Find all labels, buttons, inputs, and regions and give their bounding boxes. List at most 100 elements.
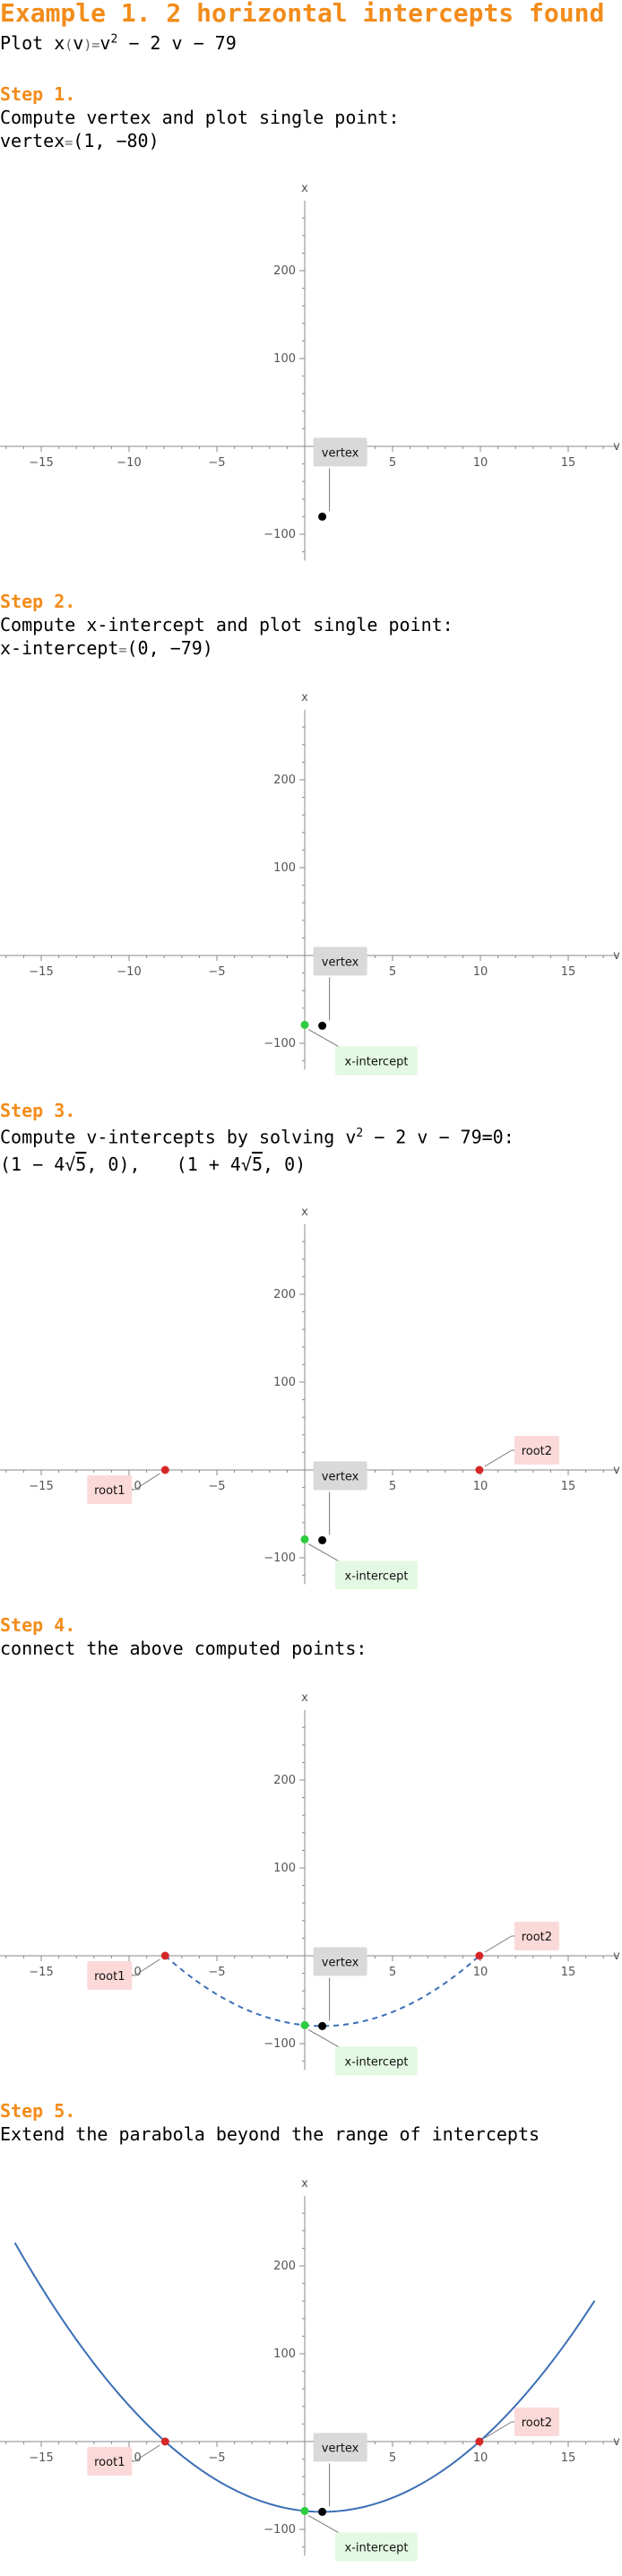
result-label: x-intercept [0,637,119,659]
root2-point [475,2437,484,2446]
x-tick-label: 15 [561,1480,576,1493]
x-intercept-callout-label: x-intercept [345,2541,409,2554]
root2-callout-label: root2 [522,2416,552,2430]
equals-sign: = [65,134,73,151]
y-tick-label: 100 [273,1376,296,1389]
x-tick-label: 10 [473,2451,488,2465]
equals-sign: = [91,37,100,53]
x-axis-label: v [613,1949,620,1963]
root2-callout-box [514,1922,559,1950]
x-intercept-callout-label: x-intercept [345,1055,409,1068]
root-2-radicand: 5 [251,1153,263,1175]
y-tick-label: −100 [263,1037,296,1050]
root2-callout-label: root2 [522,1931,552,1944]
x-intercept-point [300,2506,309,2515]
step-result: vertex=(1, −80) [0,129,622,154]
x-axis-label: v [613,440,620,454]
sqrt-icon: √ [65,1153,76,1175]
step-description: Compute vertex and plot single point: [0,107,400,128]
step-2-chart: v x −15 −10 −5 5 10 15 −100 100 200 vertex x-interce… [0,691,620,1076]
step-title: Step 5. [0,2100,76,2122]
x-intercept-point [300,1534,309,1543]
vertex-callout-label: vertex [322,955,359,969]
vertex-point [318,2507,327,2516]
x-axis-label: v [613,2435,620,2449]
root1-callout-box [87,1475,133,1504]
step-title: Step 4. [0,1614,76,1636]
root-2-suffix: , 0) [263,1153,307,1175]
step-result: x-intercept=(0, −79) [0,636,622,661]
y-tick-label: −100 [263,2523,296,2537]
x-tick-label: 5 [389,1966,396,1979]
vertex-callout-box [313,1461,367,1491]
x-intercept-callout-box [335,2532,418,2562]
plot-function-line: Plot x(v)=v2 − 2 v − 79 [0,32,237,54]
x-intercept-callout-box [335,1046,418,1076]
x-intercept-callout-box [335,2046,418,2076]
x-tick-label: 10 [473,965,488,979]
root2-callout-box [514,1436,559,1465]
x-tick-label: 10 [473,1966,488,1979]
root1-callout-label: root1 [94,1484,125,1498]
root1-callout-label: root1 [94,2456,125,2469]
function-arg: v [73,32,84,54]
x-axis-label: v [613,1464,620,1477]
roots-line: (1 − 4√5, 0), (1 + 4√5, 0) [0,1153,622,1176]
root2-callout-leader [484,1449,513,1467]
open-paren: ( [65,37,73,53]
y-tick-label: 200 [273,774,296,787]
y-tick-label: −100 [263,2037,296,2051]
y-axis-label: x [301,182,308,195]
description-part: Compute v-intercepts by solving v [0,1126,357,1148]
step-title: Step 2. [0,591,76,612]
root1-callout-leader [134,1473,160,1491]
root-2-prefix: (1 + 4 [176,1153,241,1175]
y-tick-label: −100 [263,528,296,541]
result-label: vertex [0,130,65,151]
step-title: Step 1. [0,83,76,105]
x-tick-label: −15 [29,965,53,979]
variable-v: v [99,32,111,54]
y-tick-label: 200 [273,264,296,278]
exponent: 2 [110,32,118,47]
x-tick-label: −5 [208,456,225,470]
vertex-point [318,1535,327,1544]
root-1-prefix: (1 − 4 [0,1153,65,1175]
x-tick-label: −10 [117,965,141,979]
vertex-point [318,2021,327,2030]
x-tick-label: 5 [389,965,396,979]
root2-callout-leader [484,2421,513,2439]
y-tick-label: 200 [273,1288,296,1301]
x-tick-label: −5 [208,2451,225,2465]
root-1-radicand: 5 [75,1153,87,1175]
parabola-curve [164,1955,480,2027]
x-tick-label: −15 [29,456,53,470]
function-name: x [54,32,65,54]
y-tick-label: 100 [273,352,296,366]
x-tick-label: −15 [29,1480,53,1493]
root1-point [160,1465,169,1474]
x-tick-label: 5 [389,456,396,470]
root1-callout-leader [134,2444,160,2462]
function-rest: − 2 v − 79 [117,32,237,54]
step-5-header: Step 5. Extend the parabola beyond the r… [0,2099,622,2146]
root1-callout-leader [134,1958,160,1976]
y-tick-label: 100 [273,1862,296,1875]
root2-callout-box [514,2407,559,2436]
vertex-point [318,1021,327,1030]
vertex-callout-box [313,947,367,976]
result-value: (0, −79) [126,637,213,659]
y-tick-label: −100 [263,1552,296,1565]
vertex-callout-box [313,2433,367,2462]
root1-callout-box [87,1961,133,1990]
vertex-callout-label: vertex [322,446,359,460]
step-description: connect the above computed points: [0,1638,367,1659]
step-4-chart: vx−15−10−551015−100100200vertexx-interce… [0,1691,620,2076]
x-tick-label: −5 [208,1966,225,1979]
vertex-callout-label: vertex [322,2442,359,2455]
x-tick-label: 5 [389,1480,396,1493]
equals-sign: = [118,642,127,658]
x-tick-label: 10 [473,456,488,470]
x-intercept-callout-label: x-intercept [345,2055,409,2069]
step-4-header: Step 4. connect the above computed point… [0,1613,622,1660]
